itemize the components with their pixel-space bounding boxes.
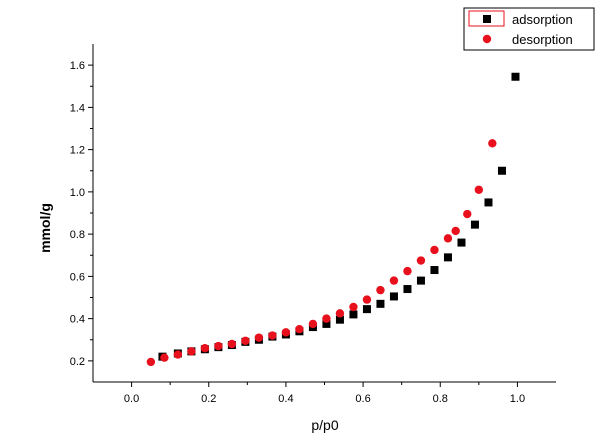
adsorption-point: [430, 266, 439, 275]
x-axis-title: p/p0: [311, 417, 338, 433]
x-tick-label: 0.4: [278, 393, 293, 405]
series-layer: [146, 72, 520, 367]
x-axis: 0.0 0.2 0.4 0.6 0.8 1.0: [124, 382, 525, 405]
desorption-point: [349, 302, 358, 312]
x-tick-label: 0.2: [201, 393, 216, 405]
legend-marker-desorption: [482, 34, 492, 44]
y-tick-label: 1.0: [70, 187, 85, 199]
plot-frame: [92, 44, 556, 383]
desorption-point: [160, 353, 169, 362]
adsorption-point: [457, 238, 466, 247]
desorption-point: [335, 309, 345, 318]
adsorption-point: [497, 166, 506, 175]
y-tick-label: 1.6: [70, 60, 85, 72]
desorption-point: [443, 234, 453, 243]
legend-marker-frame: [468, 10, 505, 27]
desorption-point: [254, 333, 264, 342]
x-tick-label: 0.6: [355, 393, 370, 405]
x-tick-label: 0.8: [433, 393, 448, 405]
desorption-point: [268, 331, 277, 340]
desorption-point: [474, 185, 484, 194]
desorption-point: [214, 341, 223, 351]
x-tick-label: 0.0: [124, 393, 139, 405]
desorption-point: [308, 319, 318, 329]
adsorption-point: [470, 220, 479, 229]
desorption-point: [488, 139, 497, 148]
adsorption-point: [443, 253, 452, 262]
desorption-point: [295, 324, 304, 334]
y-tick-label: 0.8: [70, 229, 85, 241]
desorption-point: [241, 336, 250, 346]
desorption-point: [463, 209, 472, 219]
adsorption-point: [376, 299, 385, 308]
adsorption-point: [349, 310, 358, 319]
desorption-point: [416, 256, 426, 265]
y-axis-title: mmol/g: [37, 203, 53, 253]
legend-marker-adsorption: [483, 15, 491, 23]
adsorption-point: [403, 285, 412, 294]
x-tick-label: 1.0: [510, 393, 525, 405]
adsorption-point: [511, 72, 520, 81]
desorption-point: [403, 266, 412, 276]
series-desorption: [146, 139, 497, 367]
desorption-point: [362, 295, 372, 304]
desorption-point: [389, 276, 399, 285]
y-tick-label: 1.4: [70, 102, 85, 114]
y-tick-label: 0.2: [70, 356, 85, 368]
adsorption-point: [416, 276, 425, 285]
desorption-point: [200, 344, 210, 353]
desorption-point: [281, 328, 291, 337]
desorption-point: [227, 339, 237, 349]
adsorption-point: [335, 315, 344, 324]
legend-label-desorption: desorption: [512, 32, 573, 47]
desorption-point: [187, 347, 196, 356]
desorption-point: [451, 226, 460, 236]
adsorption-point: [362, 305, 371, 314]
y-tick-label: 0.4: [70, 314, 85, 326]
legend-label-adsorption: adsorption: [512, 12, 573, 27]
desorption-point: [322, 314, 331, 323]
desorption-point: [173, 350, 183, 359]
y-tick-label: 0.6: [70, 271, 85, 283]
legend: adsorption desorption: [463, 7, 595, 51]
y-tick-label: 1.2: [70, 145, 85, 157]
desorption-point: [430, 245, 439, 255]
adsorption-point: [389, 292, 398, 301]
desorption-point: [376, 285, 385, 295]
adsorption-point: [484, 198, 493, 207]
y-axis: 0.2 0.4 0.6 0.8 1.0 1.2 1.4 1.6: [70, 60, 93, 368]
desorption-point: [146, 357, 156, 367]
adsorption-point: [322, 319, 331, 328]
